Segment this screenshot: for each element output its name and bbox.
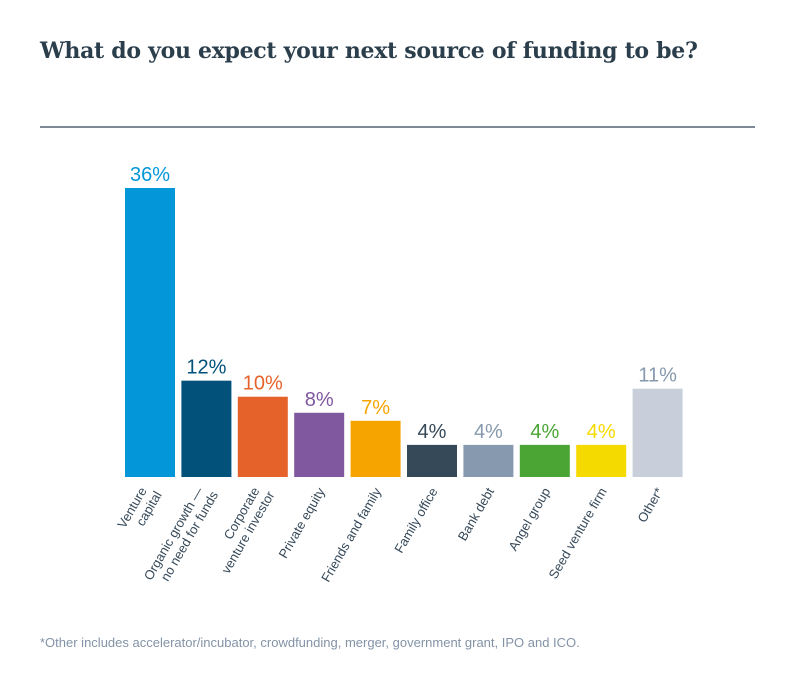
bar bbox=[125, 188, 175, 477]
category-label: Bank debt bbox=[455, 485, 497, 544]
data-label: 8% bbox=[305, 389, 334, 411]
data-label: 36% bbox=[130, 164, 170, 186]
category-label: Angel group bbox=[505, 485, 553, 553]
category-label: Seed venture firm bbox=[546, 485, 610, 581]
chart-title: What do you expect your next source of f… bbox=[40, 38, 698, 64]
category-label: Private equity bbox=[275, 485, 328, 561]
bar bbox=[576, 444, 627, 477]
data-label: 4% bbox=[587, 421, 616, 443]
data-label: 4% bbox=[474, 421, 503, 443]
bar bbox=[632, 388, 683, 477]
title-divider bbox=[40, 126, 755, 128]
bar bbox=[294, 412, 345, 477]
bar bbox=[350, 420, 401, 477]
bar bbox=[519, 444, 570, 477]
data-label: 12% bbox=[186, 357, 226, 379]
category-label: Venturecapital bbox=[114, 481, 164, 538]
bar bbox=[181, 380, 232, 477]
category-label: Family office bbox=[391, 485, 440, 555]
data-label: 7% bbox=[361, 397, 390, 419]
bar bbox=[237, 396, 288, 477]
category-label: Other* bbox=[634, 485, 666, 525]
data-label: 10% bbox=[243, 373, 283, 395]
bar bbox=[463, 444, 514, 477]
data-label: 4% bbox=[418, 421, 447, 443]
data-label: 11% bbox=[638, 365, 677, 387]
category-label: Friends and family bbox=[318, 485, 384, 585]
footnote: *Other includes accelerator/incubator, c… bbox=[40, 635, 580, 650]
data-label: 4% bbox=[530, 421, 559, 443]
bar bbox=[407, 444, 457, 477]
